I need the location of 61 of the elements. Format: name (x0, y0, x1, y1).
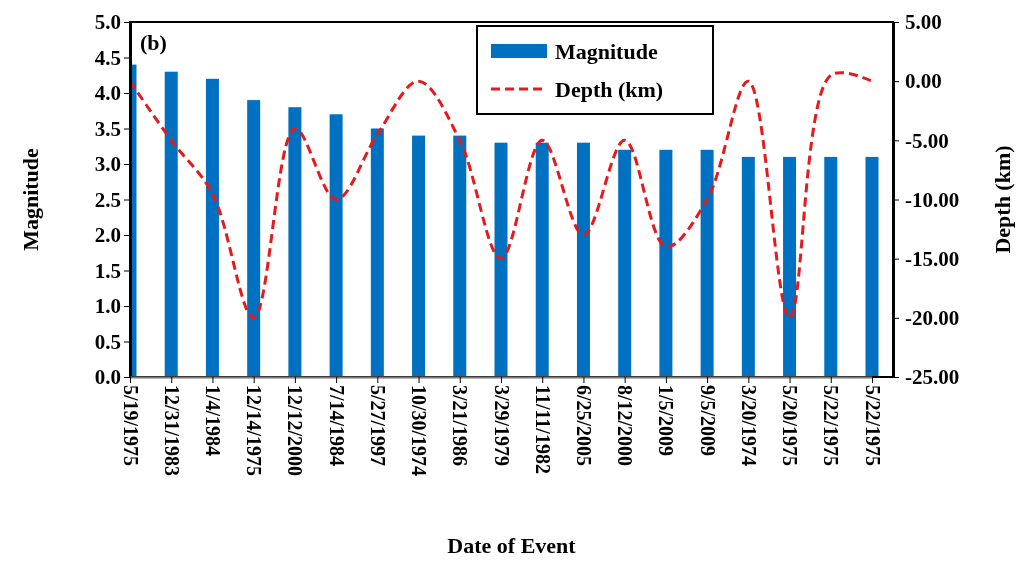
y2-tick-label: -20.00 (905, 306, 960, 331)
annotation: (b) (140, 30, 167, 55)
x-tick-label: 11/11/1982 (531, 385, 554, 474)
x-tick-label: 10/30/1974 (408, 385, 431, 477)
bar (247, 100, 261, 377)
y2-tick-label: 5.00 (905, 10, 942, 35)
bar (865, 156, 879, 377)
x-tick-label: 5/27/1997 (366, 385, 389, 467)
x-tick-label: 7/14/1984 (325, 385, 348, 467)
legend-label: Depth (km) (555, 76, 664, 102)
y-tick-label: 0.5 (94, 329, 121, 354)
x-tick-label: 5/22/1975 (861, 385, 884, 467)
y2-tick-label: 0.00 (905, 69, 942, 94)
y2-tick-label: -10.00 (905, 187, 960, 212)
bar (453, 135, 467, 377)
x-tick-label: 5/20/1975 (779, 385, 802, 467)
bar (329, 114, 343, 377)
x-tick-label: 12/31/1983 (160, 385, 183, 477)
bar (164, 71, 178, 377)
x-tick-label: 8/12/2000 (614, 385, 637, 467)
y-axis-title: Magnitude (18, 147, 43, 251)
y-tick-label: 3.0 (94, 152, 121, 177)
bar (741, 156, 755, 377)
bar (783, 156, 797, 377)
bar (535, 142, 549, 377)
x-tick-label: 5/19/1975 (119, 385, 142, 467)
x-tick-label: 3/20/1974 (737, 385, 760, 467)
bar (412, 135, 426, 377)
bar (205, 78, 219, 377)
x-tick-label: 5/22/1975 (820, 385, 843, 467)
bar (288, 107, 302, 377)
x-tick-label: 1/5/2009 (655, 385, 678, 457)
y-tick-label: 4.0 (94, 81, 121, 106)
bar (700, 149, 714, 377)
x-tick-label: 12/14/1975 (243, 385, 266, 477)
bar (659, 149, 673, 377)
bar (576, 142, 590, 377)
bar (618, 149, 632, 377)
y-tick-label: 2.0 (94, 223, 121, 248)
bar (370, 128, 384, 377)
x-axis-title: Date of Event (447, 533, 577, 558)
x-tick-label: 3/29/1979 (490, 385, 513, 467)
x-tick-label: 1/4/1984 (201, 385, 224, 457)
y2-tick-label: -15.00 (905, 246, 960, 271)
y-tick-label: 2.5 (94, 187, 121, 212)
x-tick-label: 3/21/1986 (449, 385, 472, 467)
legend-label: Magnitude (555, 38, 658, 64)
y2-tick-label: -5.00 (905, 128, 949, 153)
y-tick-label: 1.0 (94, 294, 121, 319)
x-tick-label: 6/25/2005 (572, 385, 595, 467)
y-tick-label: 1.5 (94, 258, 121, 283)
y-tick-label: 5.0 (94, 10, 121, 35)
y-tick-label: 4.5 (94, 45, 121, 70)
y2-tick-label: -25.00 (905, 365, 960, 390)
y2-axis-title: Depth (km) (990, 145, 1015, 254)
y-tick-label: 3.5 (94, 116, 121, 141)
y-tick-label: 0.0 (94, 365, 121, 390)
x-tick-label: 9/5/2009 (696, 385, 719, 457)
bar (824, 156, 838, 377)
x-tick-label: 12/12/2000 (284, 385, 307, 477)
bar (494, 142, 508, 377)
